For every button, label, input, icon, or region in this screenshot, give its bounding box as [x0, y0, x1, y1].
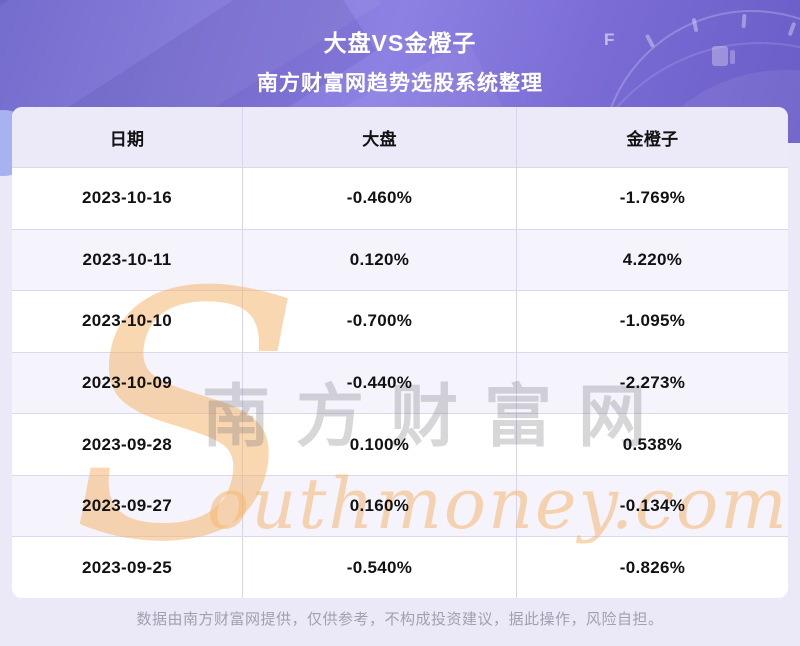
date-cell: 2023-10-16: [12, 168, 243, 229]
date-cell: 2023-10-11: [12, 229, 243, 291]
market-value-cell: -0.460%: [243, 168, 517, 229]
market-value-cell: -0.700%: [243, 291, 517, 352]
page-title: 大盘VS金橙子: [323, 30, 477, 56]
date-cell: 2023-10-09: [12, 352, 243, 414]
market-value-cell: 0.120%: [243, 229, 517, 291]
table-row: 2023-09-25 -0.540% -0.826%: [12, 536, 788, 598]
stock-value-cell: -0.134%: [619, 496, 686, 516]
date-cell: 2023-10-10: [12, 291, 243, 352]
table-body: 2023-10-16 -0.460% -1.769% 2023-10-11 0.…: [12, 167, 788, 598]
table-row: 2023-10-10 -0.700% -1.095%: [12, 290, 788, 352]
market-value-cell: 0.100%: [243, 414, 517, 475]
table-row: 2023-10-16 -0.460% -1.769%: [12, 167, 788, 229]
fuel-pump-icon: [730, 50, 735, 64]
disclaimer-text: 数据由南方财富网提供，仅供参考，不构成投资建议，据此操作，风险自担。: [136, 611, 664, 628]
column-header-market: 大盘: [243, 107, 517, 167]
market-value-cell: -0.540%: [243, 537, 517, 598]
date-cell: 2023-09-28: [12, 414, 243, 475]
stock-value-cell: -2.273%: [619, 373, 686, 393]
table-row: 2023-10-09 -0.440% -2.273%: [12, 351, 788, 414]
stock-value-cell: 0.538%: [622, 434, 683, 454]
market-value-cell: -0.440%: [243, 352, 517, 414]
market-value-cell: 0.160%: [243, 475, 517, 537]
column-header-date: 日期: [12, 107, 243, 167]
date-cell: 2023-09-27: [12, 475, 243, 537]
date-cell: 2023-09-25: [12, 537, 243, 598]
table-row: 2023-09-28 0.100% 0.538%: [12, 413, 788, 475]
stock-value-cell: -1.769%: [619, 188, 686, 208]
gauge-full-label: F: [604, 30, 615, 49]
column-header-stock: 金橙子: [626, 129, 679, 149]
stock-value-cell: -0.826%: [619, 557, 686, 577]
fuel-pump-icon: [712, 46, 728, 66]
page-subtitle: 南方财富网趋势选股系统整理: [257, 72, 543, 95]
table-row: 2023-10-11 0.120% 4.220%: [12, 228, 788, 291]
stock-value-cell: -1.095%: [619, 311, 686, 331]
stock-value-cell: 4.220%: [622, 249, 683, 269]
comparison-table: 日期 大盘 金橙子 2023-10-16 -0.460% -1.769% 202…: [12, 107, 788, 598]
table-header-row: 日期 大盘 金橙子: [12, 107, 788, 167]
table-row: 2023-09-27 0.160% -0.134%: [12, 474, 788, 537]
